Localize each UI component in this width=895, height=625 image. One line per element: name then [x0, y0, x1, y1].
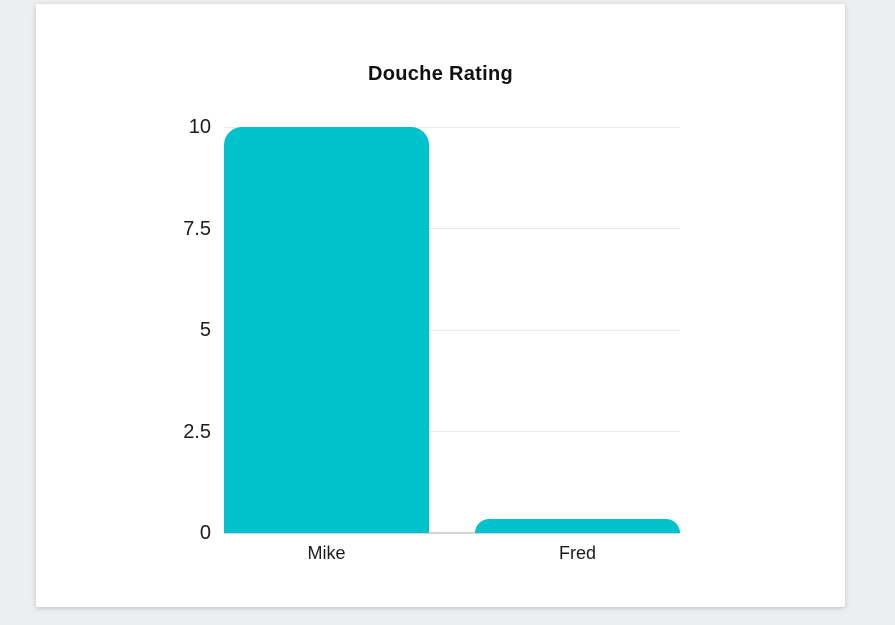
y-tick-label: 0 [199, 522, 211, 544]
y-tick-label: 2.5 [183, 420, 211, 443]
y-tick-label: 10 [188, 116, 211, 138]
bar-fred[interactable] [475, 519, 680, 533]
gridline [224, 329, 680, 331]
gridline [224, 228, 680, 229]
bar-mike[interactable] [224, 127, 429, 533]
y-tick-label: 7.5 [183, 217, 211, 240]
x-axis: Mike Fred [224, 541, 680, 571]
gridline [224, 431, 680, 432]
chart-title: Douche Rating [367, 63, 513, 85]
gridline [224, 126, 680, 128]
x-axis-line [224, 532, 680, 534]
chart-card: Douche Rating 0 2.5 5 7.5 10 Mike Fred [36, 4, 845, 607]
x-category-label: Mike [307, 543, 346, 563]
y-axis: 0 2.5 5 7.5 10 [36, 116, 211, 544]
x-category-label: Fred [558, 543, 596, 563]
y-tick-label: 5 [199, 319, 211, 341]
plot-area [224, 126, 680, 534]
